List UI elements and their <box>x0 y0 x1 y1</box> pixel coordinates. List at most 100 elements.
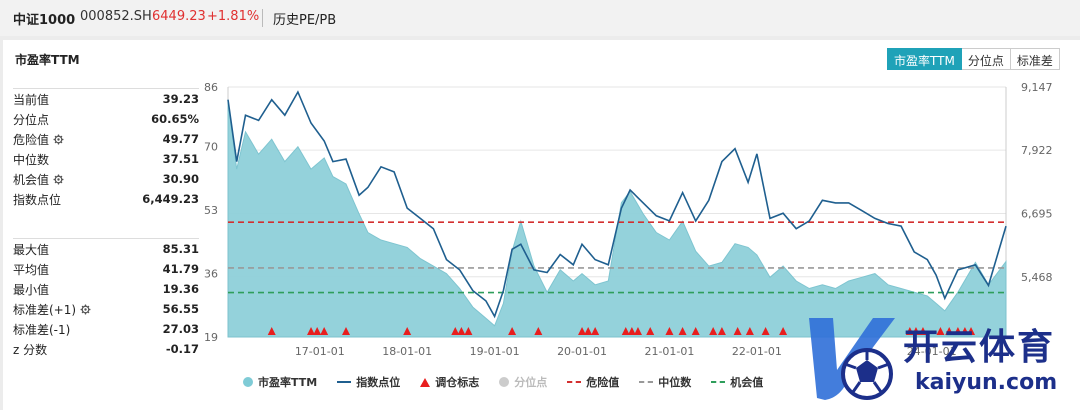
legend-label: 指数点位 <box>356 376 401 389</box>
rebalance-marker <box>508 327 517 335</box>
legend-item[interactable]: 机会值 <box>711 374 763 390</box>
rebalance-marker <box>307 327 316 335</box>
left-axis-tick: 86 <box>204 81 218 94</box>
stat-value: 41.79 <box>162 262 199 276</box>
rebalance-marker <box>633 327 642 335</box>
stat-value: 37.51 <box>162 152 199 166</box>
rebalance-marker <box>717 327 726 335</box>
stat-row: 当前值 39.23 <box>13 89 199 109</box>
stat-value: 39.23 <box>162 92 199 106</box>
left-axis-tick: 19 <box>204 331 218 344</box>
stat-label-text: 指数点位 <box>13 192 62 207</box>
stats-divider-mid <box>13 238 199 239</box>
index-code: 000852.SH <box>80 9 152 24</box>
rebalance-marker <box>464 327 473 335</box>
stat-label: 标准差(-1) <box>13 321 70 338</box>
legend-swatch <box>567 381 582 383</box>
rebalance-marker <box>733 327 742 335</box>
rebalance-marker <box>342 327 351 335</box>
stat-label-text: 标准差(+1) <box>13 302 77 317</box>
stat-label-text: 最小值 <box>13 282 50 297</box>
metric-tabs: 市盈率TTM 分位点 标准差 <box>887 48 1060 70</box>
brand-logo-icon <box>809 318 895 400</box>
rebalance-marker <box>627 327 636 335</box>
stat-value: 30.90 <box>162 172 199 186</box>
stat-label: z 分数 <box>13 341 47 358</box>
rebalance-marker <box>745 327 754 335</box>
stat-label: 标准差(+1) <box>13 301 91 318</box>
legend-label: 调仓标志 <box>435 376 480 389</box>
stat-value: 19.36 <box>162 282 199 296</box>
legend-item[interactable]: 分位点 <box>499 374 547 390</box>
pe-chart: 5,468 6,695 7,922 9,147 19 36 53 70 86 17-01-01 18… <box>204 81 1053 358</box>
rebalance-marker <box>945 327 954 335</box>
stat-value: 56.55 <box>162 302 199 316</box>
rebalance-marker <box>534 327 543 335</box>
x-axis-tick: 24-01-01 <box>907 345 957 358</box>
stat-value: -0.17 <box>165 342 199 356</box>
rebalance-marker <box>911 327 920 335</box>
rebalance-marker <box>691 327 700 335</box>
legend-label: 分位点 <box>514 376 548 389</box>
stat-row: 机会值 30.90 <box>13 169 199 189</box>
legend-item[interactable]: 中位数 <box>639 374 691 390</box>
stat-label-text: 分位点 <box>13 112 50 127</box>
tab-std-dev[interactable]: 标准差 <box>1010 48 1060 70</box>
legend-label: 危险值 <box>586 376 620 389</box>
rebalance-marker <box>936 327 945 335</box>
legend-swatch <box>499 377 510 387</box>
x-axis-tick: 19-01-01 <box>470 345 520 358</box>
stat-row: 分位点 60.65% <box>13 109 199 129</box>
stat-label-text: 危险值 <box>13 132 50 147</box>
left-axis-tick: 53 <box>204 204 218 217</box>
stat-label: 平均值 <box>13 261 49 278</box>
gear-icon[interactable] <box>80 304 91 315</box>
stat-label: 分位点 <box>13 111 49 128</box>
stat-row: 标准差(+1) 56.55 <box>13 299 199 319</box>
index-change: +1.81% <box>207 9 260 24</box>
panel-title: 市盈率TTM <box>15 53 80 67</box>
stat-value: 27.03 <box>162 322 199 336</box>
gear-icon[interactable] <box>53 134 64 145</box>
legend-item[interactable]: 市盈率TTM <box>243 374 317 390</box>
legend-label: 中位数 <box>658 376 692 389</box>
rebalance-marker <box>320 327 329 335</box>
index-level-line <box>227 90 1007 319</box>
tab-percentile[interactable]: 分位点 <box>961 48 1011 70</box>
rebalance-marker <box>403 327 412 335</box>
left-axis-tick: 70 <box>204 141 218 154</box>
stat-value: 6,449.23 <box>142 192 199 206</box>
rebalance-marker <box>621 327 630 335</box>
legend-label: 市盈率TTM <box>258 376 318 389</box>
stat-label: 中位数 <box>13 151 49 168</box>
rebalance-marker <box>761 327 770 335</box>
legend-item[interactable]: 调仓标志 <box>420 374 479 390</box>
history-pe-pb-link[interactable]: 历史PE/PB <box>273 13 337 28</box>
stat-label-text: 标准差(-1) <box>13 322 71 337</box>
rebalance-marker <box>457 327 466 335</box>
legend-swatch <box>420 377 431 387</box>
stat-label: 当前值 <box>13 91 49 108</box>
top-bar: 中证1000 000852.SH 6449.23 +1.81% 历史PE/PB <box>0 0 1080 36</box>
index-name: 中证1000 <box>13 13 76 28</box>
stat-row: 最小值 19.36 <box>13 279 199 299</box>
stat-value: 85.31 <box>162 242 199 256</box>
stat-label-text: 最大值 <box>13 242 50 257</box>
stat-label: 危险值 <box>13 131 64 148</box>
legend-item[interactable]: 指数点位 <box>337 374 400 390</box>
stat-row: z 分数 -0.17 <box>13 339 199 359</box>
rebalance-marker <box>578 327 587 335</box>
topbar-divider <box>262 9 263 27</box>
rebalance-marker <box>953 327 962 335</box>
stat-value: 49.77 <box>162 132 199 146</box>
gear-icon[interactable] <box>53 174 64 185</box>
x-axis-tick: 20-01-01 <box>557 345 607 358</box>
legend-item[interactable]: 危险值 <box>567 374 619 390</box>
stat-label-text: 中位数 <box>13 152 50 167</box>
stat-row: 中位数 37.51 <box>13 149 199 169</box>
left-axis-tick: 36 <box>204 268 218 281</box>
tab-pe-ttm[interactable]: 市盈率TTM <box>887 48 962 70</box>
brand-url: kaiyun.com <box>915 370 1058 395</box>
rebalance-marker <box>678 327 687 335</box>
rebalance-marker <box>584 327 593 335</box>
